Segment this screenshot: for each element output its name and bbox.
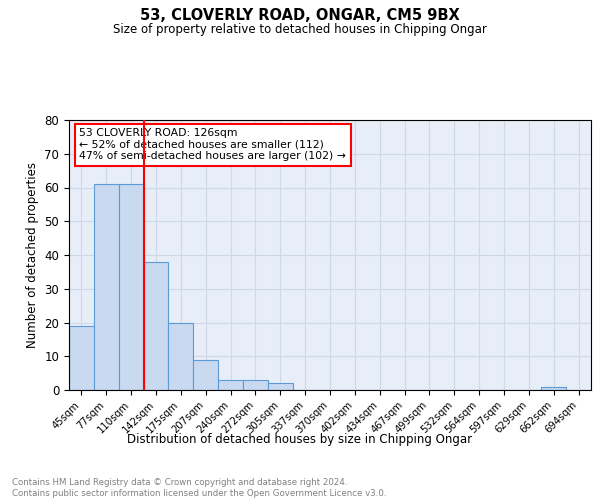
Bar [193,360,218,390]
Bar [243,380,268,390]
Bar [119,184,143,390]
Text: 53, CLOVERLY ROAD, ONGAR, CM5 9BX: 53, CLOVERLY ROAD, ONGAR, CM5 9BX [140,8,460,22]
Bar [169,322,193,390]
Bar [69,326,94,390]
Text: 53 CLOVERLY ROAD: 126sqm
← 52% of detached houses are smaller (112)
47% of semi-: 53 CLOVERLY ROAD: 126sqm ← 52% of detach… [79,128,346,162]
Text: Size of property relative to detached houses in Chipping Ongar: Size of property relative to detached ho… [113,22,487,36]
Bar [541,386,566,390]
Y-axis label: Number of detached properties: Number of detached properties [26,162,39,348]
Text: Distribution of detached houses by size in Chipping Ongar: Distribution of detached houses by size … [127,432,473,446]
Bar [268,383,293,390]
Text: Contains HM Land Registry data © Crown copyright and database right 2024.
Contai: Contains HM Land Registry data © Crown c… [12,478,386,498]
Bar [94,184,119,390]
Bar [143,262,169,390]
Bar [218,380,243,390]
